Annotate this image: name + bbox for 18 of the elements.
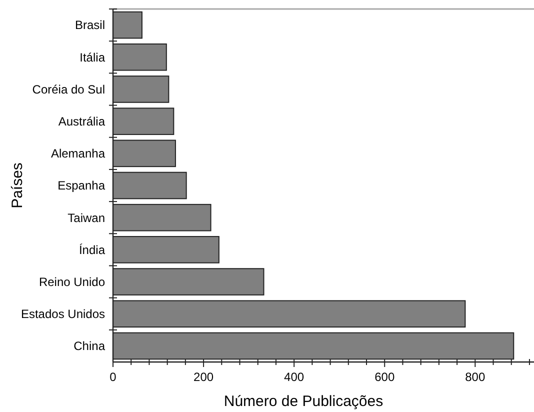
x-tick-label: 800 <box>465 370 486 384</box>
y-tick-label: Reino Unido <box>38 274 106 289</box>
y-tick-label: Itália <box>80 50 106 64</box>
x-tick-label: 400 <box>284 370 304 384</box>
y-tick-label: Índia <box>78 242 106 257</box>
y-tick-label: Austrália <box>58 114 106 129</box>
x-tick-label: 200 <box>194 370 214 384</box>
y-tick-label: Alemanha <box>50 146 106 161</box>
y-tick-label: Espanha <box>58 178 106 193</box>
y-tick-label: Taiwan <box>68 210 105 225</box>
x-tick-label: 0 <box>110 370 117 384</box>
x-axis-title: Número de Publicações <box>224 393 384 410</box>
y-tick-label: Coréia do Sul <box>32 82 105 96</box>
x-tick-label: 600 <box>374 370 395 384</box>
y-tick-label: Estados Unidos <box>20 307 105 322</box>
y-tick-label: China <box>74 339 106 354</box>
y-tick-label: Brasil <box>74 18 105 32</box>
y-axis-title: Países <box>9 162 26 208</box>
